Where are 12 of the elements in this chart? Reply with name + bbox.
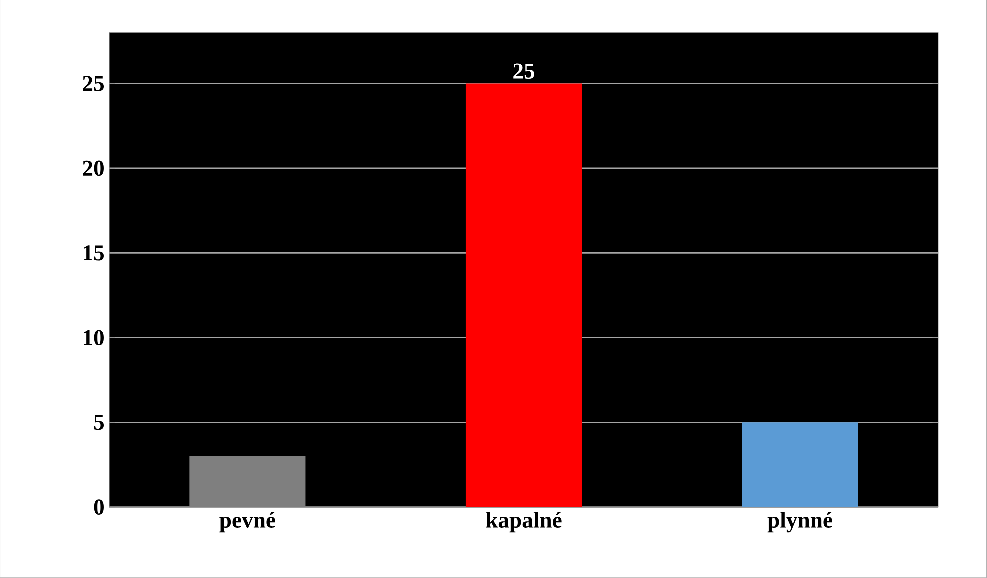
x-tick-label: kapalné bbox=[486, 512, 562, 532]
data-label: 25 bbox=[514, 64, 534, 79]
y-tick-label: 10 bbox=[84, 330, 104, 346]
y-tick-label: 20 bbox=[83, 160, 104, 176]
y-tick-label: 15 bbox=[84, 245, 104, 261]
y-tick-label: 25 bbox=[83, 76, 104, 92]
y-tick-label: 5 bbox=[94, 414, 104, 430]
y-tick-label: 0 bbox=[94, 500, 104, 515]
bar bbox=[466, 84, 582, 508]
bar bbox=[742, 422, 858, 508]
x-tick-label: plynné bbox=[768, 512, 832, 533]
x-tick-label: pevné bbox=[220, 512, 276, 532]
